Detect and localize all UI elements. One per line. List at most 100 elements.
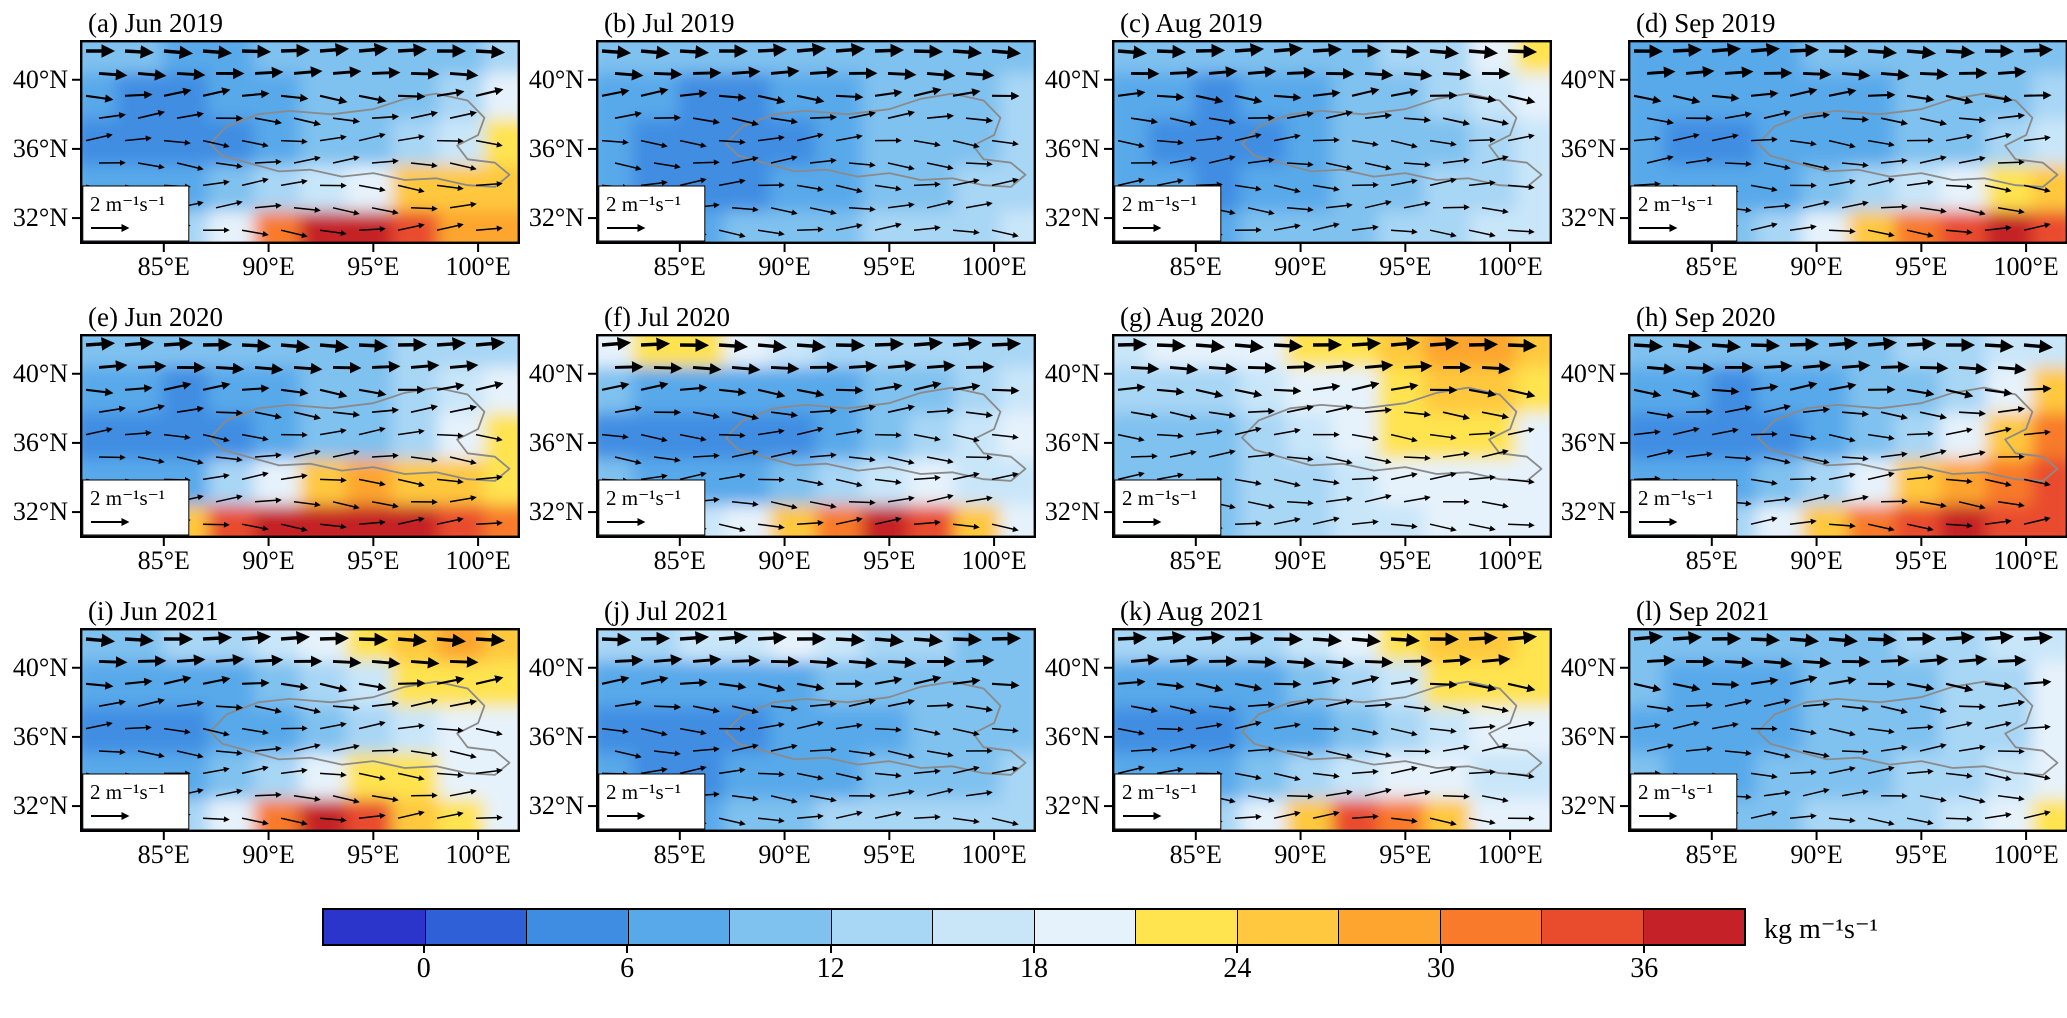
x-axis-labels: 85°E 90°E 95°E 100°E [1112,538,1552,575]
x-axis-label: 95°E [863,546,916,575]
vector-key: 2 m⁻¹s⁻¹ [1114,185,1222,242]
panel-title: (j) Jul 2021 [604,596,729,626]
colorbar-segment [628,910,730,944]
x-axis-label: 100°E [961,840,1027,869]
colorbar-segment [730,910,832,944]
basin-outline [209,386,511,482]
colorbar-tick-label: 18 [1020,953,1048,984]
x-axis-label: 90°E [1274,252,1327,281]
colorbar-tick-label: 12 [816,953,845,984]
panel-title: (b) Jul 2019 [604,8,735,38]
y-axis-label: 40°N [12,652,68,682]
y-axis-label: 36°N [1560,133,1616,163]
map-area: 2 m⁻¹s⁻¹ 40°N 36°N 32°N [13,628,521,840]
vector-key-label: 2 m⁻¹s⁻¹ [1122,486,1197,510]
map-area: 2 m⁻¹s⁻¹ 40°N 36°N 32°N [529,40,1037,252]
map-canvas: 2 m⁻¹s⁻¹ [588,628,1037,840]
x-axis-label: 90°E [1790,252,1843,281]
map-area: 2 m⁻¹s⁻¹ 40°N 36°N 32°N [13,334,521,546]
map-canvas: 2 m⁻¹s⁻¹ [1620,334,2067,546]
x-axis-label: 100°E [445,252,511,281]
colorbar-tick-label: 36 [1630,953,1659,984]
map-area: 2 m⁻¹s⁻¹ 40°N 36°N 32°N [1561,334,2067,546]
color-field [1112,334,1552,538]
colorbar-segment [1034,910,1136,944]
y-axis-label: 32°N [1560,791,1616,821]
vector-key: 2 m⁻¹s⁻¹ [82,773,190,830]
x-axis-labels: 85°E 90°E 95°E 100°E [596,244,1036,281]
x-axis-label: 90°E [1274,840,1327,869]
colorbar-unit-label: kg m⁻¹s⁻¹ [1764,914,1879,945]
vector-arrows [601,336,1022,533]
vector-key: 2 m⁻¹s⁻¹ [598,773,706,830]
colorbar-segment [425,910,527,944]
map-area: 2 m⁻¹s⁻¹ 40°N 36°N 32°N [13,40,521,252]
x-axis-labels: 85°E 90°E 95°E 100°E [596,832,1036,869]
map-panel: (h) Sep 2020 2 m⁻¹s⁻¹ 40°N 36°N 32°N 85°… [1552,300,2067,575]
x-axis-labels: 85°E 90°E 95°E 100°E [1628,832,2067,869]
y-axis-label: 32°N [528,203,584,233]
y-axis-label: 40°N [1044,64,1100,94]
x-axis-label: 100°E [1993,546,2059,575]
map-panel: (b) Jul 2019 2 m⁻¹s⁻¹ 40°N 36°N 32°N 85°… [520,6,1037,281]
vector-arrows [1633,630,2054,826]
map-panel: (j) Jul 2021 2 m⁻¹s⁻¹ 40°N 36°N 32°N 85°… [520,594,1037,869]
y-axis-label: 36°N [528,427,584,457]
y-axis-label: 32°N [528,497,584,527]
colorbar-segment [1339,910,1441,944]
map-area: 2 m⁻¹s⁻¹ 40°N 36°N 32°N [1561,40,2067,252]
panel-title: (l) Sep 2021 [1636,596,1770,626]
x-axis-label: 90°E [758,840,811,869]
x-axis-label: 95°E [1895,840,1948,869]
y-axis-label: 32°N [12,497,68,527]
map-frame [80,334,521,539]
vector-key: 2 m⁻¹s⁻¹ [1630,185,1738,242]
x-axis-label: 90°E [242,546,295,575]
x-axis-label: 95°E [347,546,400,575]
map-area: 2 m⁻¹s⁻¹ 40°N 36°N 32°N [1045,40,1553,252]
colorbar-tick-row: 0 6 12 18 24 30 36 [322,946,1746,988]
x-axis-label: 95°E [863,840,916,869]
y-axis-label: 40°N [1044,652,1100,682]
colorbar-segment [1237,910,1339,944]
panel-title: (h) Sep 2020 [1636,302,1776,332]
map-panel: (l) Sep 2021 2 m⁻¹s⁻¹ 40°N 36°N 32°N 85°… [1552,594,2067,869]
y-axis-label: 40°N [12,358,68,388]
map-panel: (e) Jun 2020 2 m⁻¹s⁻¹ 40°N 36°N 32°N 85°… [4,300,521,575]
vector-key-label: 2 m⁻¹s⁻¹ [606,780,681,804]
basin-outline [209,680,511,776]
color-field [596,334,1036,538]
x-axis-label: 85°E [1685,546,1738,575]
basin-outline [725,92,1027,188]
x-axis-labels: 85°E 90°E 95°E 100°E [1112,832,1552,869]
vector-key: 2 m⁻¹s⁻¹ [82,479,190,536]
x-axis-label: 100°E [445,546,511,575]
x-axis-label: 85°E [1685,252,1738,281]
y-axis-label: 32°N [528,791,584,821]
y-axis-label: 32°N [12,203,68,233]
vector-key-label: 2 m⁻¹s⁻¹ [90,486,165,510]
map-canvas: 2 m⁻¹s⁻¹ [72,40,521,252]
x-axis-label: 90°E [758,546,811,575]
x-axis-label: 90°E [758,252,811,281]
y-axis-label: 40°N [528,358,584,388]
colorbar-tick-mark [1439,946,1442,953]
vector-key-label: 2 m⁻¹s⁻¹ [1638,192,1713,216]
basin-outline [725,386,1027,482]
colorbar-gradient [322,908,1746,946]
x-axis-label: 85°E [653,840,706,869]
x-axis-label: 100°E [1477,252,1543,281]
x-axis-label: 95°E [1379,840,1432,869]
colorbar-segment [1542,910,1644,944]
x-axis-label: 95°E [1895,546,1948,575]
y-axis-label: 40°N [528,64,584,94]
x-axis-labels: 85°E 90°E 95°E 100°E [596,538,1036,575]
map-canvas: 2 m⁻¹s⁻¹ [1104,40,1553,252]
colorbar-area: 0 6 12 18 24 30 36 kg m⁻¹s⁻¹ [0,896,2067,996]
map-frame [80,628,521,833]
vector-arrows [1633,42,2054,238]
map-canvas: 2 m⁻¹s⁻¹ [1104,334,1553,546]
y-axis-label: 36°N [12,427,68,457]
panel-title: (i) Jun 2021 [88,596,219,626]
y-axis-label: 40°N [12,64,68,94]
